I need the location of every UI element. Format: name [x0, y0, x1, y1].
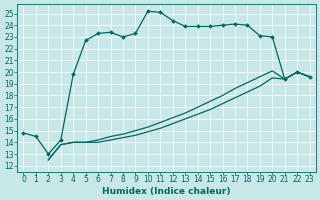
X-axis label: Humidex (Indice chaleur): Humidex (Indice chaleur) [102, 187, 231, 196]
